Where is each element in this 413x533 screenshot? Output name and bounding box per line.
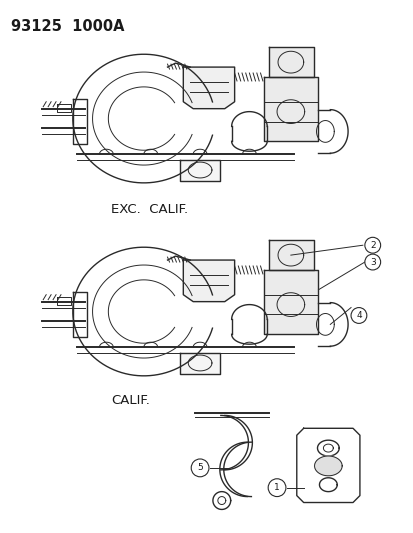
Circle shape (364, 254, 380, 270)
Polygon shape (263, 270, 318, 334)
Text: EXC.  CALIF.: EXC. CALIF. (111, 203, 188, 216)
Text: 93125  1000A: 93125 1000A (11, 19, 124, 34)
Text: CALIF.: CALIF. (111, 394, 150, 407)
Text: 2: 2 (369, 241, 375, 250)
Polygon shape (180, 353, 219, 374)
Polygon shape (180, 160, 219, 181)
Polygon shape (268, 47, 313, 77)
Text: 4: 4 (355, 311, 361, 320)
Circle shape (350, 308, 366, 324)
Polygon shape (183, 67, 234, 109)
Polygon shape (263, 77, 318, 141)
Polygon shape (183, 260, 234, 302)
Polygon shape (314, 456, 341, 476)
Text: 1: 1 (273, 483, 279, 492)
Polygon shape (268, 240, 313, 270)
Polygon shape (296, 429, 359, 503)
Circle shape (364, 237, 380, 253)
Circle shape (268, 479, 285, 497)
Text: 5: 5 (197, 463, 202, 472)
Text: 3: 3 (369, 257, 375, 266)
Circle shape (191, 459, 209, 477)
